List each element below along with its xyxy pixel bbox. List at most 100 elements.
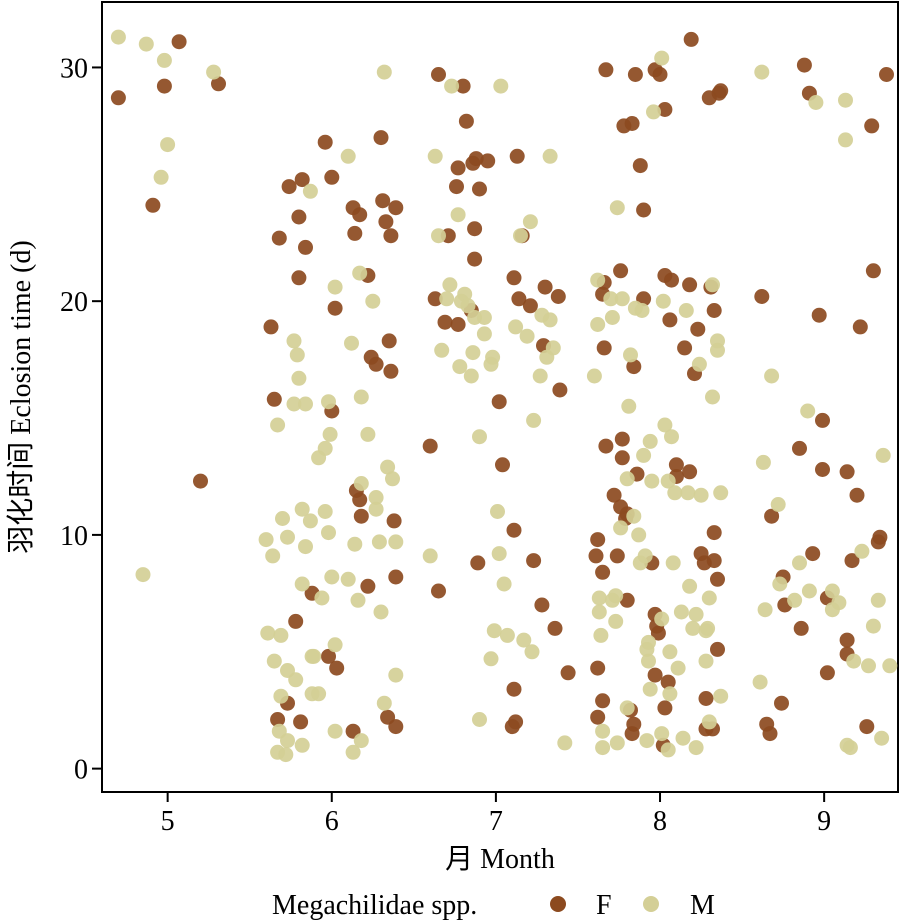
- data-point-F: [839, 632, 855, 648]
- data-point-F: [506, 681, 522, 697]
- data-point-M: [286, 333, 302, 349]
- data-point-F: [547, 620, 563, 636]
- data-point-M: [463, 368, 479, 384]
- data-point-F: [595, 564, 611, 580]
- data-point-M: [160, 137, 176, 153]
- data-point-F: [657, 700, 673, 716]
- data-point-M: [360, 426, 376, 442]
- data-point-F: [710, 571, 725, 587]
- data-point-M: [675, 730, 691, 746]
- data-point-M: [655, 293, 671, 309]
- data-point-M: [472, 429, 487, 445]
- x-tick-label: 6: [325, 806, 339, 837]
- data-point-M: [757, 602, 773, 618]
- data-point-F: [632, 158, 648, 174]
- data-point-M: [682, 578, 698, 594]
- data-point-F: [271, 230, 287, 246]
- data-point-F: [480, 153, 496, 169]
- data-point-F: [560, 665, 576, 681]
- x-tick-label: 5: [161, 806, 175, 837]
- data-point-M: [557, 735, 573, 751]
- data-point-M: [472, 712, 487, 727]
- data-point-M: [838, 132, 853, 148]
- data-point-M: [670, 660, 686, 676]
- data-point-M: [265, 548, 281, 564]
- data-point-M: [476, 310, 492, 325]
- data-point-F: [754, 289, 770, 304]
- data-point-F: [606, 487, 622, 503]
- data-point-M: [636, 447, 652, 463]
- data-point-F: [455, 78, 471, 94]
- data-point-F: [383, 363, 399, 379]
- data-point-M: [439, 291, 455, 307]
- data-point-F: [796, 57, 812, 73]
- data-point-M: [609, 735, 625, 751]
- data-point-M: [431, 228, 446, 244]
- data-point-M: [280, 529, 295, 545]
- data-point-F: [627, 67, 643, 82]
- data-point-M: [752, 674, 768, 690]
- data-point-M: [755, 454, 771, 470]
- data-point-M: [345, 744, 361, 760]
- data-point-F: [511, 291, 527, 307]
- data-point-M: [496, 576, 512, 592]
- data-point-M: [311, 686, 327, 702]
- data-point-F: [386, 513, 402, 529]
- data-point-M: [865, 618, 881, 634]
- data-point-M: [680, 485, 696, 501]
- data-point-F: [504, 719, 520, 735]
- data-point-F: [839, 464, 855, 480]
- data-point-F: [647, 667, 663, 683]
- data-point-M: [693, 487, 709, 503]
- data-point-M: [516, 632, 532, 648]
- data-point-M: [373, 604, 389, 620]
- data-point-F: [819, 665, 835, 681]
- data-point-F: [353, 508, 369, 524]
- data-point-F: [388, 719, 404, 735]
- data-point-F: [657, 102, 673, 117]
- data-point-M: [465, 345, 481, 361]
- data-point-M: [591, 590, 607, 606]
- data-point-M: [698, 653, 714, 669]
- data-point-M: [294, 737, 310, 753]
- data-point-M: [526, 412, 542, 428]
- data-point-M: [642, 433, 658, 449]
- data-point-F: [872, 529, 888, 545]
- data-point-M: [444, 78, 460, 94]
- data-point-F: [156, 78, 172, 94]
- data-point-M: [291, 370, 307, 386]
- data-point-F: [110, 90, 126, 106]
- legend-label-F: F: [596, 890, 612, 921]
- data-point-F: [506, 522, 522, 538]
- data-point-F: [211, 76, 226, 92]
- data-point-M: [317, 504, 333, 519]
- data-point-F: [815, 462, 830, 477]
- data-point-M: [289, 347, 305, 363]
- data-point-M: [450, 207, 466, 223]
- data-point-M: [792, 555, 807, 571]
- data-point-M: [613, 520, 629, 536]
- data-point-F: [713, 83, 729, 99]
- data-point-M: [800, 403, 816, 419]
- data-point-M: [673, 604, 689, 620]
- data-point-M: [380, 459, 396, 475]
- data-point-M: [644, 473, 660, 489]
- legend: Megachilidae spp. F M: [272, 890, 715, 921]
- data-point-M: [486, 623, 502, 639]
- data-point-F: [811, 307, 827, 323]
- data-point-M: [664, 429, 679, 445]
- data-point-M: [376, 695, 392, 711]
- data-point-F: [506, 270, 522, 286]
- data-point-F: [437, 314, 453, 330]
- data-point-F: [470, 555, 486, 571]
- data-point-F: [467, 221, 483, 237]
- data-point-F: [281, 179, 297, 195]
- data-point-M: [298, 539, 313, 555]
- data-point-F: [495, 457, 510, 473]
- data-point-M: [314, 590, 330, 606]
- data-point-F: [368, 356, 384, 372]
- legend-swatch-M: [643, 896, 659, 912]
- data-point-M: [266, 653, 282, 669]
- data-point-M: [271, 723, 287, 739]
